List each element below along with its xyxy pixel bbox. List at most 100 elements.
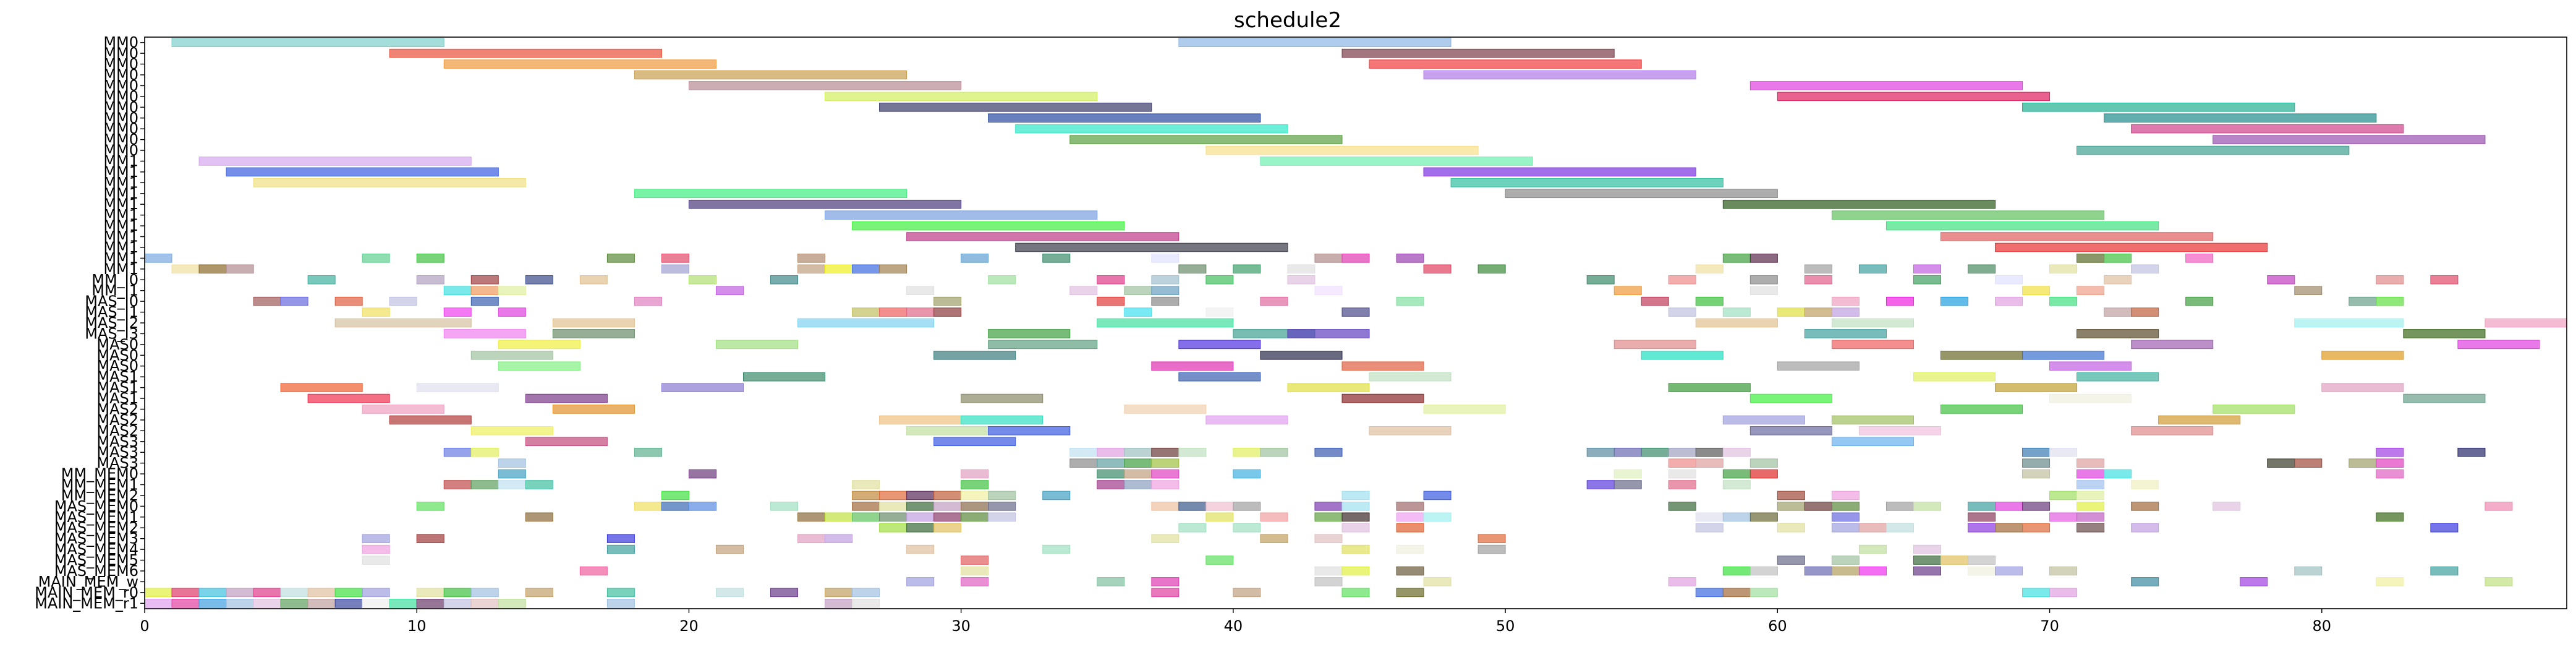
task-bar (1940, 405, 2023, 414)
y-tick-label: MAS_MEM3 (54, 530, 138, 547)
task-bar (2267, 458, 2295, 468)
task-bar (2185, 296, 2214, 306)
y-tick-label: MM0 (103, 34, 138, 51)
task-bar (661, 491, 689, 500)
task-bar (1477, 544, 1506, 554)
task-bar (389, 48, 662, 58)
task-bar (933, 351, 1016, 360)
task-bar (144, 588, 172, 598)
task-bar (1777, 491, 1805, 500)
task-bar (1314, 447, 1343, 457)
task-bar (1151, 502, 1180, 511)
task-bar (879, 491, 908, 500)
task-bar (770, 502, 799, 511)
task-bar (1423, 167, 1696, 177)
task-bar (852, 598, 880, 608)
task-bar (1260, 512, 1288, 522)
task-bar (906, 232, 1180, 241)
task-bar (1287, 329, 1370, 338)
task-bar (2457, 447, 2486, 457)
task-bar (144, 598, 172, 608)
task-bar (253, 178, 526, 187)
task-bar (1668, 469, 1696, 479)
task-bar (1968, 264, 1996, 274)
task-bar (1586, 447, 1615, 457)
task-bar (1995, 242, 2268, 252)
task-bar (797, 254, 826, 263)
task-bar (852, 588, 880, 598)
task-bar (416, 534, 444, 543)
task-bar (906, 544, 935, 554)
y-tick-label: MM0 (103, 98, 138, 116)
task-bar (416, 502, 444, 511)
task-bar (661, 264, 689, 274)
task-bar (334, 598, 363, 608)
y-tick-label: MM0 (103, 66, 138, 84)
task-bar (1178, 523, 1207, 533)
y-tick-label: MAS_I0 (85, 293, 138, 310)
task-bar (2376, 296, 2404, 306)
task-bar (2485, 318, 2567, 328)
task-bar (2077, 480, 2105, 489)
task-bar (1804, 566, 1832, 576)
task-bar (1097, 275, 1125, 285)
y-tick-label: MAS_MEM6 (54, 562, 138, 580)
task-bar (389, 296, 417, 306)
task-bar (1940, 351, 2023, 360)
task-bar (470, 351, 553, 360)
task-bar (1722, 254, 1751, 263)
task-bar (2131, 426, 2214, 435)
task-bar (1695, 447, 1724, 457)
task-bar (1749, 254, 1778, 263)
task-bar (280, 383, 363, 392)
task-bar (988, 340, 1098, 350)
task-bar (362, 555, 390, 565)
task-bar (2457, 340, 2540, 350)
task-bar (1695, 264, 1724, 274)
task-bar (2049, 393, 2132, 403)
task-bar (2104, 275, 2132, 285)
x-tick-label: 60 (1768, 617, 1787, 635)
task-bar (933, 523, 962, 533)
task-bar (1178, 264, 1207, 274)
task-bar (1831, 523, 1860, 533)
task-bar (1668, 480, 1696, 489)
task-bar (961, 254, 989, 263)
task-bar (362, 534, 390, 543)
task-bar (253, 588, 281, 598)
task-bar (1178, 447, 1207, 457)
y-tick-label: MAS3 (96, 444, 138, 461)
task-bar (1069, 447, 1098, 457)
task-bar (688, 199, 962, 209)
task-bar (2131, 340, 2214, 350)
task-bar (2131, 577, 2159, 586)
task-bar (1831, 555, 1860, 565)
task-bar (1178, 372, 1261, 382)
task-bar (1151, 296, 1180, 306)
task-bar (2022, 351, 2105, 360)
task-bar (634, 296, 662, 306)
task-bar (470, 480, 499, 489)
y-tick-label: MAS2 (96, 400, 138, 418)
task-bar (1722, 469, 1751, 479)
task-bar (933, 307, 962, 317)
task-bar (1940, 555, 1969, 565)
task-bar (1804, 329, 1887, 338)
task-bar (2077, 502, 2105, 511)
task-bar (1995, 566, 2023, 576)
task-bar (2131, 307, 2159, 317)
task-bar (443, 329, 526, 338)
task-bar (1831, 307, 1860, 317)
task-bar (797, 512, 826, 522)
task-bar (1722, 199, 1996, 209)
task-bar (2403, 329, 2486, 338)
task-bar (606, 588, 635, 598)
task-bar (688, 81, 962, 90)
task-bar (1968, 502, 1996, 511)
task-bar (171, 588, 200, 598)
task-bar (1831, 415, 1914, 425)
task-bar (171, 598, 200, 608)
task-bar (1968, 566, 1996, 576)
task-bar (961, 469, 989, 479)
task-bar (1314, 502, 1343, 511)
